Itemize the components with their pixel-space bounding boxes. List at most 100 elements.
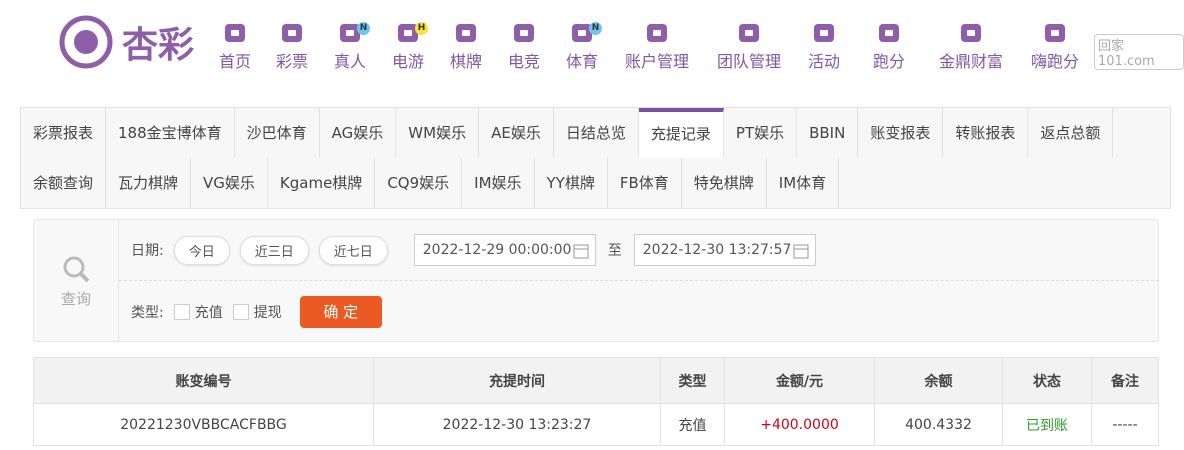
date-label: 日期: [131, 243, 164, 259]
logo-text: 杏彩 [122, 24, 195, 66]
tab[interactable]: IM体育 [767, 158, 840, 208]
start-input[interactable]: 2022-12-29 00:00:00 [413, 234, 596, 266]
nav-label: 金鼎财富 [938, 52, 1004, 71]
quick-button[interactable]: 近七日 [318, 235, 388, 265]
tab-row: 余额查询 瓦力棋牌 VG娱乐 Kgame棋牌 CQ9娱乐 IM娱乐 YY棋牌 FB体育 特免棋牌… [21, 158, 1170, 208]
nav-item[interactable]: 嗨跑分 [1031, 20, 1079, 72]
calendar-icon [793, 244, 809, 259]
tab[interactable]: 彩票报表 [21, 108, 107, 158]
nav-item[interactable]: 跑分 [873, 20, 905, 72]
nav-icon [397, 24, 418, 42]
table-cell: 充值 [660, 403, 725, 446]
tab-bar: 彩票报表 188金宝博体育 沙巴体育 AG娱乐 WM娱乐 AE娱乐 日结总览 充提记录 PT娱乐… [20, 107, 1171, 209]
tab[interactable]: CQ9娱乐 [375, 158, 463, 208]
nav-item[interactable]: 电游 H [392, 20, 429, 72]
nav-label: 账户管理 [624, 52, 690, 71]
quick-button[interactable]: 近三日 [239, 235, 309, 265]
tab[interactable]: 沙巴体育 [235, 108, 320, 158]
nav-icon [878, 24, 899, 42]
nav-icon [571, 24, 592, 42]
nav-icon [455, 24, 476, 42]
nav-label: 团队管理 [716, 52, 782, 71]
column-header: 充提时间 [373, 357, 661, 404]
nav-item[interactable]: 首页 [219, 20, 251, 72]
logo[interactable]: 杏彩 [56, 14, 194, 70]
tab[interactable]: BBIN [797, 108, 859, 158]
nav-label: 体育 [565, 52, 599, 71]
nav-item[interactable]: 账户管理 [625, 20, 689, 72]
nav-label: 首页 [218, 52, 252, 71]
tab[interactable]: 返点总额 [1028, 108, 1114, 158]
tab[interactable]: 188金宝博体育 [106, 108, 235, 158]
checkbox-label: 提现 [253, 304, 282, 321]
checkbox-box [173, 303, 190, 320]
tab[interactable]: 日结总览 [554, 108, 639, 158]
nav-label: 活动 [807, 52, 841, 71]
table-cell: ----- [1091, 403, 1159, 446]
tab[interactable]: 瓦力棋牌 [106, 158, 192, 208]
nav-item[interactable]: 真人 N [333, 20, 371, 72]
to-label: 至 [607, 243, 622, 259]
nav-item[interactable]: 体育 N [565, 20, 603, 72]
table-cell: 2022-12-30 13:23:27 [373, 403, 661, 446]
end-input[interactable]: 2022-12-30 13:27:57 [633, 234, 816, 266]
tab[interactable]: IM娱乐 [462, 158, 535, 208]
column-header: 账变编号 [33, 357, 374, 404]
nav-badge: N [357, 22, 371, 35]
column-header: 金额/元 [724, 357, 875, 404]
tab[interactable]: FB体育 [608, 158, 682, 208]
nav-label: 嗨跑分 [1030, 52, 1080, 71]
quick-button[interactable]: 今日 [173, 235, 230, 265]
tab[interactable]: 充提记录 [638, 108, 724, 158]
type-checkbox[interactable]: 充值 [173, 302, 223, 322]
column-header: 余额 [874, 357, 1003, 404]
nav-item[interactable]: 活动 [808, 20, 840, 72]
table-cell: 400.4332 [874, 403, 1003, 446]
nav-icon [960, 24, 981, 42]
tab[interactable]: 余额查询 [21, 158, 107, 208]
checkbox-box [232, 303, 249, 320]
table-cell: +400.0000 [724, 403, 875, 446]
nav-item[interactable]: 彩票 [276, 20, 308, 72]
type-label: 类型: [131, 304, 164, 321]
nav-icon [738, 24, 759, 42]
tab[interactable]: Kgame棋牌 [268, 158, 376, 208]
nav-label: 彩票 [275, 52, 309, 71]
checkbox-label: 充值 [194, 304, 223, 321]
nav-item[interactable]: 棋牌 [450, 20, 482, 72]
tab-row: 彩票报表 188金宝博体育 沙巴体育 AG娱乐 WM娱乐 AE娱乐 日结总览 充提记录 PT娱乐… [21, 108, 1170, 158]
column-header: 备注 [1091, 357, 1159, 404]
tab[interactable]: PT娱乐 [724, 108, 798, 158]
table-row: 20221230VBBCACFBBG 2022-12-30 13:23:27 充值 +… [33, 403, 1159, 446]
table-cell: 20221230VBBCACFBBG [33, 403, 374, 446]
nav-item[interactable]: 电竞 [508, 20, 540, 72]
tab[interactable]: 特免棋牌 [682, 158, 767, 208]
nav-icon [281, 24, 302, 42]
nav-label: 真人 [333, 52, 367, 71]
tab[interactable]: YY棋牌 [535, 158, 608, 208]
search-icon [63, 256, 90, 283]
tab[interactable]: VG娱乐 [191, 158, 268, 208]
search-label: 查询 [60, 290, 91, 308]
nav-label: 电竞 [507, 52, 541, 71]
nav-item[interactable]: 金鼎财富 [939, 20, 1003, 72]
nav-label: 棋牌 [449, 52, 483, 71]
type-checkbox[interactable]: 提现 [232, 302, 282, 322]
calendar-icon [573, 244, 589, 259]
watermark: 回家101.com [1094, 34, 1184, 70]
tab[interactable]: 账变报表 [858, 108, 944, 158]
nav-badge: H [415, 22, 429, 35]
nav-badge: N [589, 22, 603, 35]
tab[interactable]: WM娱乐 [396, 108, 480, 158]
tab[interactable]: 转账报表 [943, 108, 1029, 158]
tab[interactable]: AE娱乐 [479, 108, 554, 158]
tab[interactable]: AG娱乐 [320, 108, 397, 158]
records-table: 账变编号 充提时间 类型 金额/元 余额 状态 备注 20221230VBBCACFBBG 20… [33, 357, 1159, 446]
confirm-button[interactable]: 确 定 [299, 295, 382, 328]
nav-icon [513, 24, 534, 42]
type-row: 类型: 充值 提现确 定 [119, 281, 1159, 342]
column-header: 状态 [1002, 357, 1092, 404]
nav-icon [646, 24, 667, 42]
nav-item[interactable]: 团队管理 [717, 20, 781, 72]
logo-icon [59, 15, 113, 69]
